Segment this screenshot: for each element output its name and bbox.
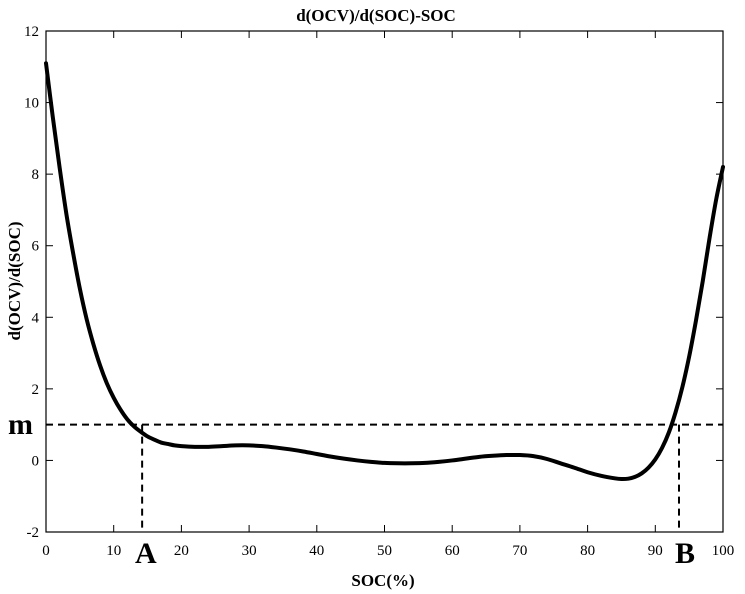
y-tick-label: 6	[32, 239, 40, 255]
a-marker-label: A	[135, 537, 157, 570]
chart-title: d(OCV)/d(SOC)-SOC	[296, 6, 456, 25]
y-axis-label: d(OCV)/d(SOC)	[5, 221, 24, 340]
y-tick-label: 2	[32, 382, 40, 398]
x-tick-label: 0	[42, 543, 50, 559]
x-tick-label: 10	[106, 543, 121, 559]
x-tick-label: 80	[580, 543, 595, 559]
x-tick-label: 50	[377, 543, 392, 559]
y-tick-label: 10	[24, 96, 39, 112]
x-tick-label: 100	[712, 543, 735, 559]
b-marker-label: B	[675, 537, 695, 570]
x-tick-label: 20	[174, 543, 189, 559]
y-tick-label: -2	[27, 525, 40, 541]
x-axis-label: SOC(%)	[351, 571, 414, 590]
m-marker-label: m	[8, 408, 33, 441]
x-tick-label: 90	[648, 543, 663, 559]
y-tick-label: 8	[32, 167, 40, 183]
x-tick-label: 60	[445, 543, 460, 559]
series-line	[46, 63, 723, 479]
y-tick-label: 0	[32, 453, 40, 469]
x-tick-label: 70	[512, 543, 527, 559]
y-tick-label: 12	[24, 24, 39, 40]
plot-frame	[46, 31, 723, 532]
x-tick-label: 30	[242, 543, 257, 559]
x-tick-label: 40	[309, 543, 324, 559]
chart: d(OCV)/d(SOC)-SOC 0102030405060708090100…	[0, 0, 745, 594]
y-tick-label: 4	[32, 310, 40, 326]
